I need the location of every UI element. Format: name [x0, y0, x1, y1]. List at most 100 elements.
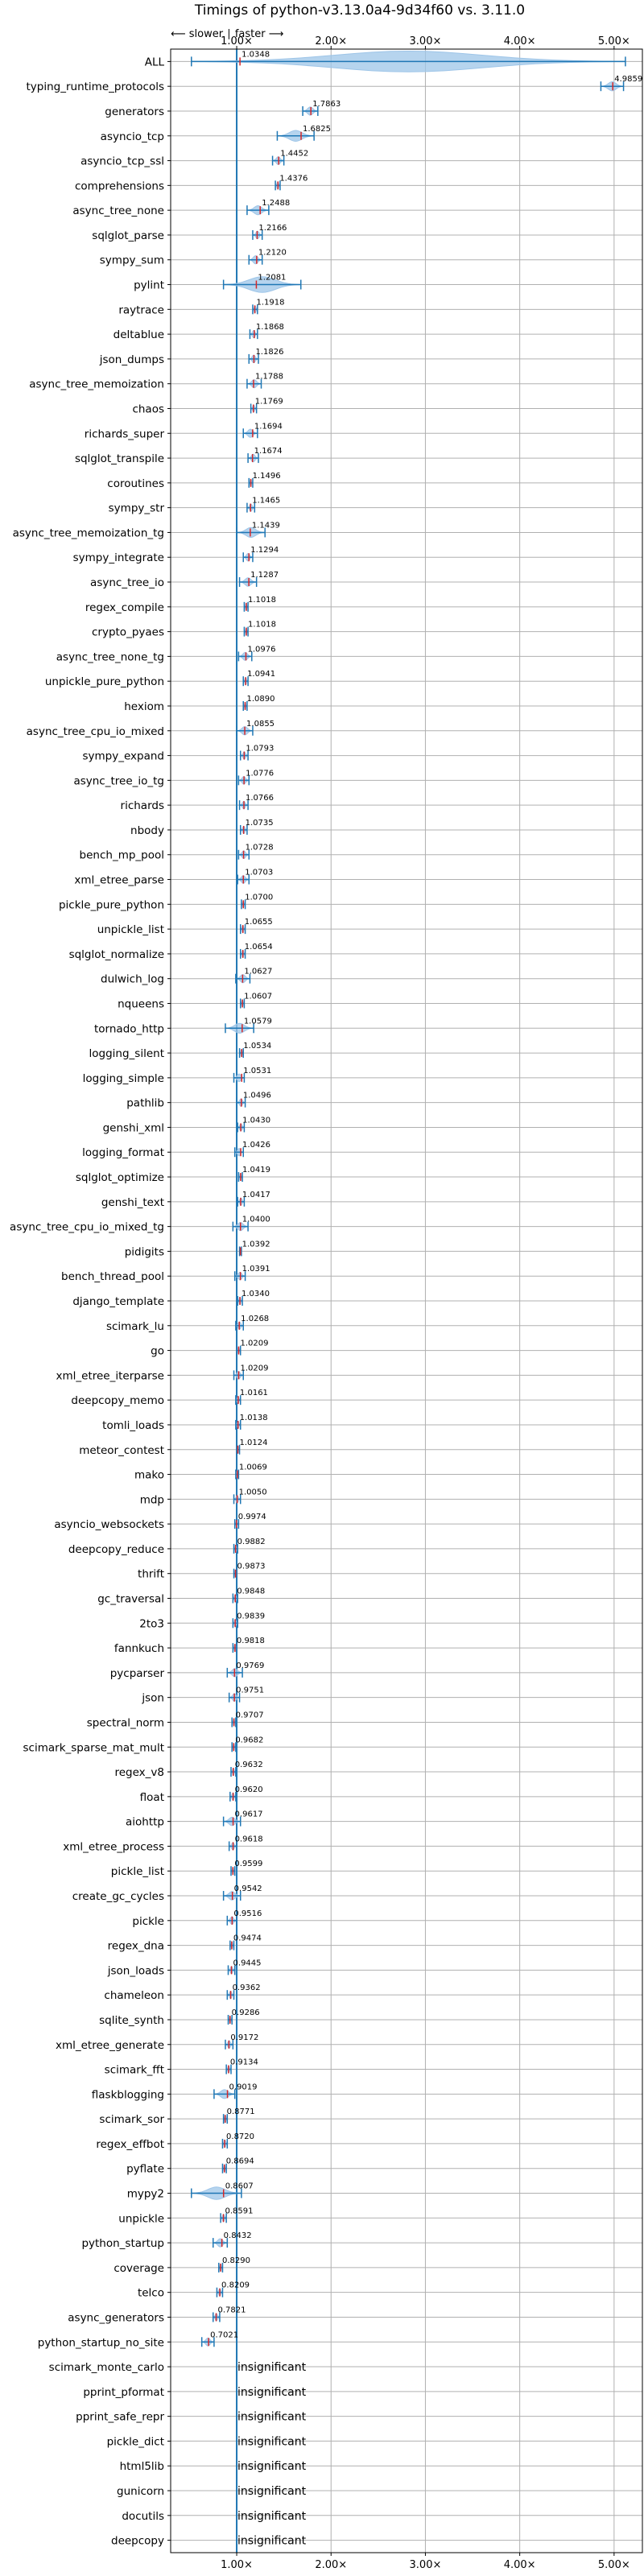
- benchmark-row: deepcopy insignificant: [111, 2535, 307, 2548]
- benchmark-row: regex_dna 0.9474: [108, 1934, 262, 1953]
- benchmark-label: comprehensions: [75, 180, 164, 192]
- value-label: 1.0976: [247, 645, 275, 654]
- benchmark-label: async_tree_none_tg: [56, 650, 164, 663]
- benchmark-label: bench_mp_pool: [80, 849, 164, 862]
- x-tick-label-bottom: 1.00×: [221, 2559, 253, 2571]
- value-label: 1.4452: [280, 150, 308, 159]
- value-label: 1.0161: [240, 1389, 268, 1397]
- benchmark-row: asyncio_tcp_ssl 1.4452: [80, 150, 308, 168]
- benchmark-label: create_gc_cycles: [72, 1890, 164, 1903]
- value-label: 1.0417: [242, 1191, 270, 1199]
- benchmark-row: asyncio_tcp 1.6825: [101, 125, 331, 143]
- benchmark-row: 2to3 0.9839: [139, 1612, 265, 1630]
- benchmark-row: sympy_expand 1.0793: [82, 745, 274, 763]
- benchmark-label: pickle_pure_python: [59, 898, 164, 911]
- benchmark-row: pathlib 1.0496: [126, 1092, 271, 1110]
- value-label: 0.8432: [224, 2231, 252, 2240]
- benchmark-label: unpickle_list: [97, 923, 164, 936]
- x-tick-label-top: 1.00×: [221, 35, 253, 47]
- benchmark-label: json_loads: [107, 1964, 164, 1977]
- benchmark-row: docutils insignificant: [122, 2510, 306, 2523]
- benchmark-label: async_tree_cpu_io_mixed_tg: [10, 1221, 164, 1234]
- benchmark-label: asyncio_tcp_ssl: [80, 155, 164, 168]
- benchmark-row: pidigits 1.0392: [125, 1240, 270, 1258]
- benchmark-row: async_tree_cpu_io_mixed_tg 1.0400: [10, 1216, 270, 1234]
- benchmark-row: pickle_pure_python 1.0700: [59, 893, 273, 911]
- benchmark-label: scimark_monte_carlo: [49, 2361, 164, 2374]
- benchmark-label: genshi_text: [101, 1196, 164, 1209]
- benchmark-row: raytrace 1.1918: [118, 298, 284, 316]
- value-label: 1.0735: [246, 819, 274, 828]
- benchmark-label: xml_etree_generate: [56, 2039, 164, 2052]
- benchmark-row: mypy2 0.8607: [127, 2182, 254, 2201]
- benchmark-label: async_tree_io: [90, 576, 164, 589]
- benchmark-label: mdp: [140, 1493, 164, 1506]
- value-label: 1.0941: [247, 670, 275, 679]
- value-label: 1.1769: [255, 397, 283, 406]
- benchmark-label: async_tree_memoization: [29, 378, 164, 391]
- value-label: 0.9599: [234, 1860, 262, 1868]
- value-label: 1.0209: [240, 1364, 268, 1373]
- benchmark-label: tornado_http: [94, 1022, 164, 1035]
- value-label: 1.0703: [245, 869, 273, 877]
- benchmark-label: thrift: [138, 1568, 164, 1581]
- benchmark-row: nbody 1.0735: [130, 819, 274, 837]
- value-label: 0.9172: [230, 2033, 258, 2042]
- value-label: 1.0728: [246, 844, 274, 852]
- value-label: 1.1018: [248, 596, 276, 605]
- benchmark-label: async_tree_memoization_tg: [13, 526, 164, 539]
- x-axis: 1.00× 1.00× 2.00× 2.00× 3.00× 3.00× 4.00× 4.00×…: [221, 35, 630, 2571]
- benchmark-row: create_gc_cycles 0.9542: [72, 1885, 262, 1903]
- benchmark-label: chaos: [132, 402, 164, 415]
- benchmark-row: bench_thread_pool 1.0391: [61, 1265, 270, 1283]
- value-label: 0.9445: [233, 1959, 262, 1967]
- benchmark-label: 2to3: [139, 1617, 164, 1630]
- benchmark-label: coverage: [114, 2262, 164, 2275]
- direction-label: ⟵ slower ∣ faster ⟶: [171, 28, 283, 40]
- benchmark-label: scimark_sor: [99, 2113, 164, 2126]
- value-label: 0.9618: [235, 1835, 263, 1843]
- benchmark-label: deepcopy_memo: [71, 1394, 164, 1407]
- value-label: 1.1674: [254, 447, 283, 456]
- benchmark-row: async_tree_memoization_tg 1.1439: [13, 521, 280, 539]
- benchmark-label: html5lib: [120, 2460, 164, 2473]
- benchmark-row: sympy_integrate 1.1294: [73, 546, 279, 564]
- value-label: 1.1826: [255, 348, 283, 357]
- insignificant-label: insignificant: [237, 2361, 307, 2374]
- benchmark-label: async_generators: [68, 2311, 164, 2324]
- value-label: 1.1918: [257, 298, 285, 307]
- benchmark-row: sympy_str 1.1465: [109, 497, 281, 515]
- benchmark-label: asyncio_tcp: [101, 130, 164, 143]
- benchmark-label: regex_compile: [85, 601, 164, 614]
- benchmark-label: spectral_norm: [87, 1716, 164, 1729]
- benchmark-row: tornado_http 1.0579: [94, 1017, 272, 1035]
- benchmark-row: float 0.9620: [140, 1785, 263, 1804]
- insignificant-label: insignificant: [237, 2386, 307, 2399]
- value-label: 0.8591: [225, 2207, 254, 2215]
- benchmark-row: pickle_dict insignificant: [107, 2435, 307, 2448]
- benchmark-label: logging_simple: [83, 1072, 164, 1085]
- benchmark-label: sympy_str: [109, 502, 165, 515]
- value-label: 0.9873: [237, 1563, 266, 1571]
- benchmark-label: sqlglot_optimize: [76, 1171, 164, 1184]
- value-label: 0.9882: [237, 1538, 266, 1546]
- benchmark-row: async_tree_cpu_io_mixed 1.0855: [27, 720, 275, 738]
- value-label: 1.0400: [242, 1216, 270, 1224]
- value-label: 0.9474: [233, 1934, 262, 1943]
- value-label: 1.0426: [242, 1141, 270, 1150]
- value-label: 1.2166: [258, 224, 287, 233]
- benchmark-row: sqlglot_parse 1.2166: [92, 224, 287, 242]
- benchmark-row: thrift 0.9873: [138, 1563, 266, 1581]
- value-label: 1.1788: [255, 373, 283, 382]
- benchmark-label: pickle_dict: [107, 2435, 164, 2448]
- benchmark-label: scimark_sparse_mat_mult: [23, 1741, 164, 1754]
- benchmark-label: tomli_loads: [102, 1419, 164, 1432]
- value-label: 1.0531: [243, 1067, 271, 1075]
- benchmark-label: generators: [105, 105, 164, 118]
- benchmark-row: regex_compile 1.1018: [85, 596, 276, 614]
- benchmark-row: sqlglot_normalize 1.0654: [69, 943, 273, 961]
- benchmark-row: fannkuch 0.9818: [114, 1637, 265, 1655]
- benchmark-label: aiohttp: [126, 1816, 164, 1829]
- value-label: 1.0855: [246, 720, 275, 729]
